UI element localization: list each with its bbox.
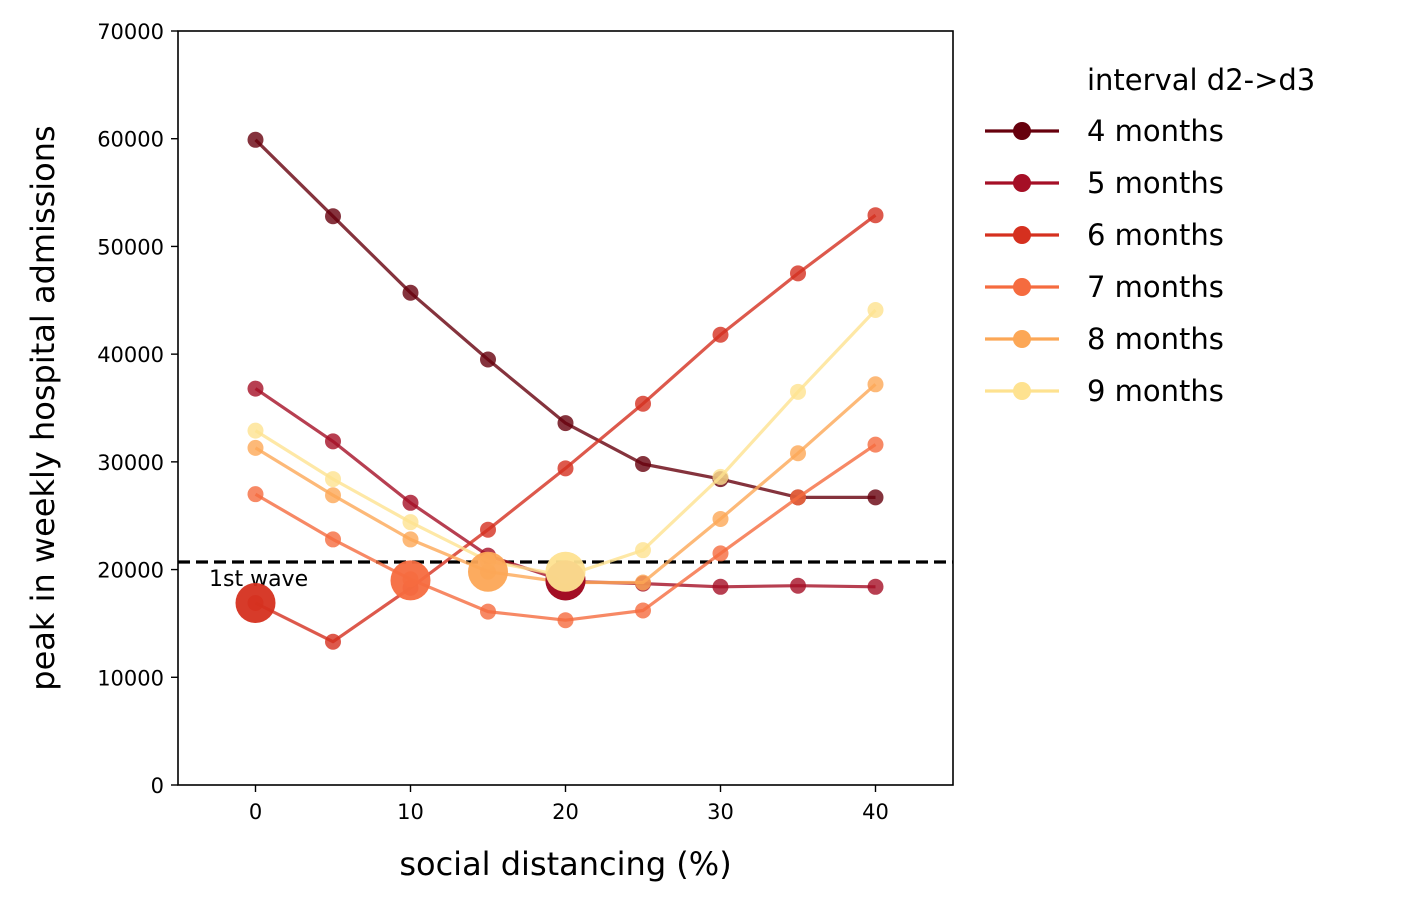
legend-entry-label: 6 months (1087, 218, 1224, 252)
data-point-9-months (712, 468, 729, 485)
data-point-4-months (325, 208, 341, 225)
data-point-5-months (790, 577, 806, 594)
y-tick-label: 70000 (97, 20, 164, 44)
data-point-9-months (247, 422, 264, 439)
legend-entry-label: 4 months (1087, 114, 1224, 148)
data-point-8-months (325, 487, 341, 504)
x-tick-label: 0 (249, 800, 262, 824)
x-axis-label: social distancing (%) (399, 845, 731, 883)
data-point-7-months (480, 603, 496, 620)
y-tick-label: 50000 (97, 235, 164, 259)
data-point-6-months (867, 207, 884, 224)
data-point-6-months (635, 395, 651, 412)
data-point-9-months (402, 514, 419, 531)
legend-title: interval d2->d3 (1087, 63, 1315, 97)
data-point-6-months (557, 460, 574, 477)
data-point-4-months (557, 415, 574, 432)
data-point-9-months (790, 383, 806, 400)
legend-swatch-marker (1013, 122, 1031, 140)
x-tick-label: 40 (862, 800, 889, 824)
highlight-point-7-months (390, 560, 431, 601)
data-point-4-months (635, 456, 651, 473)
data-point-7-months (325, 531, 341, 548)
data-point-9-months (867, 301, 884, 318)
legend-entry-label: 5 months (1087, 166, 1224, 200)
data-point-7-months (635, 602, 651, 619)
data-point-7-months (247, 486, 264, 503)
legend-swatch-marker (1013, 226, 1031, 244)
data-point-5-months (867, 578, 884, 595)
y-tick-label: 60000 (97, 128, 164, 152)
legend-swatch-marker (1013, 382, 1031, 400)
y-tick-label: 40000 (97, 343, 164, 367)
data-point-4-months (867, 489, 884, 506)
data-point-8-months (712, 510, 729, 527)
data-point-6-months (325, 633, 341, 650)
legend-swatch-marker (1013, 278, 1031, 296)
y-axis-label: peak in weekly hospital admissions (24, 125, 62, 690)
legend-swatch-marker (1013, 174, 1031, 192)
data-point-7-months (867, 436, 884, 453)
data-point-5-months (325, 433, 341, 450)
highlight-point-9-months (545, 551, 586, 592)
data-point-7-months (557, 612, 574, 629)
y-tick-label: 0 (151, 774, 164, 798)
legend-entry-label: 8 months (1087, 322, 1224, 356)
data-point-6-months (712, 326, 729, 343)
legend: interval d2->d3 4 months 5 months 6 months… (985, 63, 1315, 408)
x-tick-label: 10 (397, 800, 424, 824)
data-point-8-months (402, 531, 419, 548)
data-point-7-months (712, 545, 729, 562)
data-point-4-months (480, 351, 496, 368)
legend-entry-label: 7 months (1087, 270, 1224, 304)
x-tick-label: 20 (552, 800, 579, 824)
y-tick-label: 20000 (97, 559, 164, 583)
highlight-point-6-months (235, 582, 276, 623)
plot-frame (177, 30, 954, 786)
legend-swatch-marker (1013, 330, 1031, 348)
axis-ticks: 0 10 20 30 40 0 10000 20000 30000 40000 50000 60000… (97, 20, 889, 824)
y-tick-label: 10000 (97, 666, 164, 690)
data-point-5-months (402, 494, 419, 511)
legend-entry-label: 9 months (1087, 374, 1224, 408)
data-point-5-months (712, 578, 729, 595)
data-point-8-months (867, 376, 884, 393)
x-tick-label: 30 (707, 800, 734, 824)
data-point-7-months (790, 489, 806, 506)
plot-marks: 1st wave (178, 131, 953, 650)
data-point-6-months (790, 265, 806, 282)
series-line-9-months (254, 308, 877, 578)
data-point-8-months (790, 445, 806, 462)
data-point-4-months (247, 131, 264, 148)
data-point-6-months (480, 521, 496, 538)
data-point-9-months (325, 471, 341, 488)
highlight-point-8-months (468, 551, 508, 592)
series-line-4-months (254, 138, 876, 499)
data-point-4-months (402, 284, 419, 301)
data-point-9-months (635, 542, 651, 559)
data-point-8-months (635, 574, 651, 591)
y-tick-label: 30000 (97, 451, 164, 475)
data-point-5-months (247, 380, 264, 397)
data-point-8-months (247, 439, 264, 456)
